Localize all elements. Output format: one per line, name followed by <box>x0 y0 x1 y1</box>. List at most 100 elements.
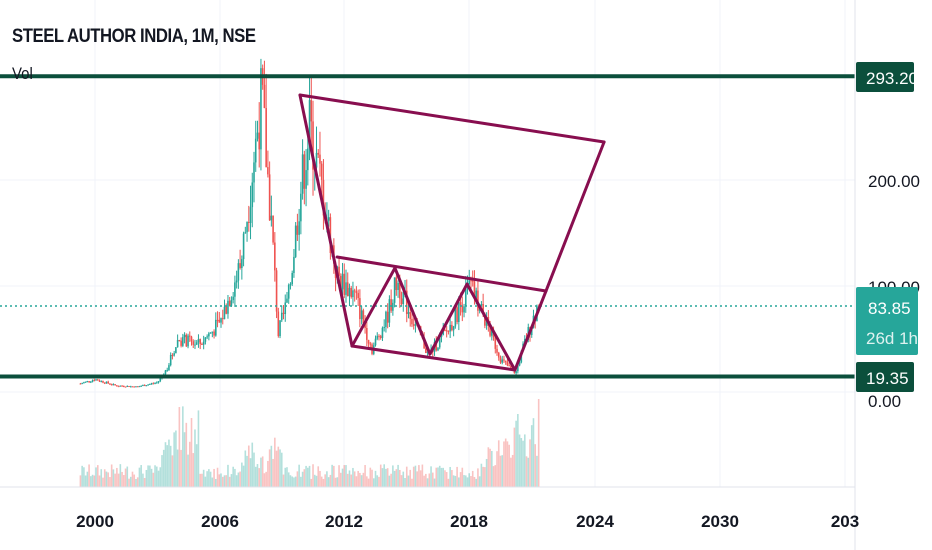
horizontal-levels[interactable] <box>0 74 855 379</box>
volume-bar <box>79 475 82 487</box>
volume-bar <box>256 464 259 487</box>
volume-bar <box>312 464 314 487</box>
candle <box>312 121 314 170</box>
candle <box>185 334 188 347</box>
symbol-title[interactable]: STEEL AUTHOR INDIA, 1M, NSE <box>12 26 256 47</box>
volume-bar <box>442 467 445 487</box>
x-tick: 2012 <box>325 512 363 531</box>
candle <box>397 282 399 290</box>
volume-bar <box>477 468 479 487</box>
candle <box>480 304 483 306</box>
candle <box>98 380 101 382</box>
volume-bar <box>136 477 139 487</box>
candle <box>263 84 266 108</box>
candle <box>91 380 94 382</box>
volume-bar <box>463 475 465 487</box>
candle <box>197 339 200 343</box>
volume-bar <box>192 453 195 487</box>
candle <box>188 335 191 337</box>
volume-bar <box>282 474 285 487</box>
volume-bar <box>300 476 302 487</box>
volume-bar <box>188 441 191 487</box>
trend-line <box>544 140 606 293</box>
volume-bar <box>322 478 325 487</box>
candle <box>393 277 396 303</box>
volume-bar <box>478 476 481 487</box>
candle <box>234 282 236 297</box>
volume-bar <box>105 471 108 487</box>
candle <box>412 324 415 326</box>
volume-bar <box>532 418 535 487</box>
volume-bar <box>458 477 460 487</box>
candle <box>123 386 125 388</box>
volume-bar <box>324 474 326 487</box>
volume-bar <box>520 438 523 487</box>
volume-bar <box>501 455 504 487</box>
volume-bar <box>261 456 264 487</box>
candle <box>385 311 387 327</box>
volume-bar <box>517 413 519 487</box>
grid <box>0 0 855 487</box>
candle <box>215 319 217 336</box>
volume-bar <box>397 464 399 487</box>
candle <box>90 381 92 383</box>
volume-bar <box>489 448 491 487</box>
candle <box>352 290 354 298</box>
volume-bar <box>416 471 418 487</box>
volume-bar <box>530 425 533 487</box>
volume-bar <box>293 477 295 487</box>
volume-bar <box>202 469 205 487</box>
candle <box>270 215 273 221</box>
volume-bar <box>317 466 320 487</box>
volume-bar <box>197 410 200 487</box>
candle <box>475 290 477 300</box>
volume-bar <box>246 455 248 487</box>
volume-bar <box>84 475 87 487</box>
volume-bar <box>308 465 311 487</box>
volume-bar <box>296 471 299 487</box>
candle <box>275 270 278 312</box>
volume-bar <box>393 470 396 487</box>
candle <box>367 339 370 344</box>
volume-bar <box>175 430 177 487</box>
candle <box>124 386 127 388</box>
pattern-drawing[interactable] <box>298 93 606 372</box>
volume-bar <box>249 458 252 487</box>
volume-bar <box>386 468 389 487</box>
candle <box>359 298 361 320</box>
volume-bar <box>353 471 356 487</box>
candle <box>362 310 365 323</box>
trend-line <box>428 282 469 356</box>
volume-bar <box>277 446 280 487</box>
volume-bar <box>515 420 517 487</box>
candle <box>501 359 504 363</box>
candle <box>147 384 149 386</box>
volume-bar <box>508 444 510 487</box>
volume-bar <box>352 467 354 487</box>
volume-bar <box>182 406 184 487</box>
candle <box>464 285 467 307</box>
volume-bar <box>471 470 474 487</box>
candle <box>83 382 85 384</box>
candle <box>296 225 299 235</box>
candle <box>383 326 385 328</box>
candle <box>301 154 304 194</box>
candle <box>473 281 476 300</box>
volume-bar <box>301 471 304 487</box>
volume-indicator-label[interactable]: Vol <box>12 64 33 83</box>
volume-bar <box>284 467 287 487</box>
x-tick: 203 <box>831 512 859 531</box>
candle <box>265 107 267 168</box>
candle <box>107 381 109 384</box>
volume-bar <box>367 478 370 487</box>
volume-bar <box>428 473 431 487</box>
candle <box>482 304 484 315</box>
volume-bar <box>168 439 170 487</box>
candle <box>168 365 170 371</box>
volume-bar <box>208 469 210 487</box>
candle <box>491 330 493 336</box>
time-axis[interactable]: 2000 2006 2012 2018 2024 2030 203 <box>76 512 859 531</box>
candle <box>223 306 226 320</box>
candle <box>145 385 148 387</box>
